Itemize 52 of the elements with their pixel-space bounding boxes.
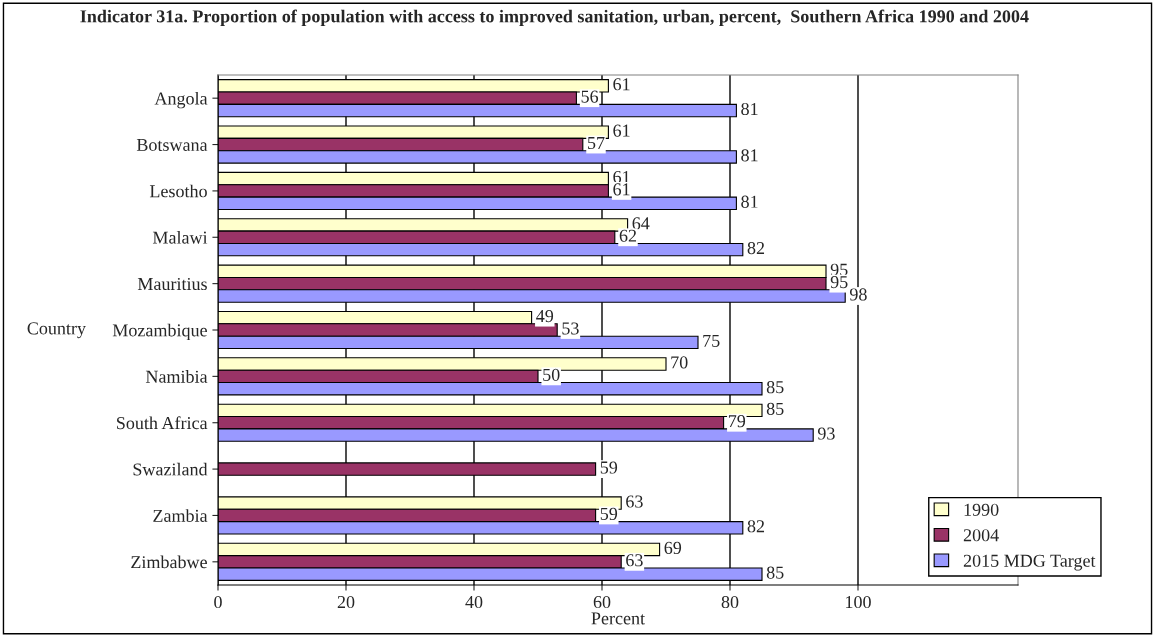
data-label: 63	[626, 495, 643, 508]
y-tick-label: Mauritius	[137, 277, 207, 291]
legend-label: 2004	[963, 529, 999, 542]
data-label: 81	[741, 102, 758, 116]
y-tick-label: Angola	[154, 91, 208, 109]
data-label: 85	[766, 566, 784, 579]
y-axis-title: Country	[27, 322, 86, 339]
legend-label: 1990	[964, 503, 999, 516]
data-label: 63	[626, 554, 643, 567]
y-tick-label: Zimbabwe	[131, 555, 207, 569]
data-label: 82	[747, 520, 765, 533]
y-tick-label: Mozambique	[112, 323, 207, 341]
data-label: 57	[588, 137, 605, 150]
data-label: 85	[766, 402, 784, 415]
data-label: 64	[632, 217, 650, 230]
y-tick-label: Malawi	[152, 231, 208, 244]
data-label: 53	[562, 322, 579, 335]
x-axis-title: Percent	[591, 612, 645, 625]
x-tick-label: 80	[721, 595, 739, 609]
data-label: 75	[703, 334, 720, 347]
x-tick-label: 0	[214, 595, 222, 609]
data-label: 70	[671, 356, 688, 369]
data-label: 82	[747, 241, 765, 255]
y-tick-label: Lesotho	[149, 184, 207, 198]
legend-label: 2015 MDG Target	[963, 554, 1096, 571]
data-label: 79	[728, 415, 746, 428]
data-label: 81	[741, 149, 758, 162]
y-tick-label: Botswana	[136, 138, 208, 151]
data-label: 98	[849, 288, 867, 301]
y-tick-label: Swaziland	[133, 462, 208, 476]
data-label: 59	[600, 461, 618, 474]
y-tick-label: Namibia	[145, 370, 208, 383]
data-label: 62	[619, 229, 637, 242]
y-tick-label: Zambia	[153, 509, 208, 522]
chart-title: Indicator 31a. Proportion of population with access to improved sanitation, urban, percent, Southern Africa 1990 and 2004	[80, 9, 1029, 27]
data-label: 61	[613, 183, 630, 196]
data-label: 59	[600, 507, 618, 520]
data-label: 85	[766, 381, 784, 394]
data-label: 61	[613, 78, 630, 91]
data-label: 49	[536, 310, 554, 323]
data-label: 56	[581, 90, 599, 103]
data-label: 95	[830, 276, 848, 289]
x-tick-label: 40	[465, 595, 483, 609]
data-label: 61	[613, 124, 630, 137]
data-label: 93	[817, 427, 835, 440]
x-tick-label: 100	[846, 595, 871, 609]
x-tick-label: 20	[337, 595, 355, 609]
data-label: 50	[543, 368, 560, 381]
x-tick-label: 60	[593, 595, 611, 609]
data-label: 81	[741, 195, 758, 208]
data-label: 69	[664, 541, 682, 554]
y-tick-label: South Africa	[117, 416, 208, 430]
